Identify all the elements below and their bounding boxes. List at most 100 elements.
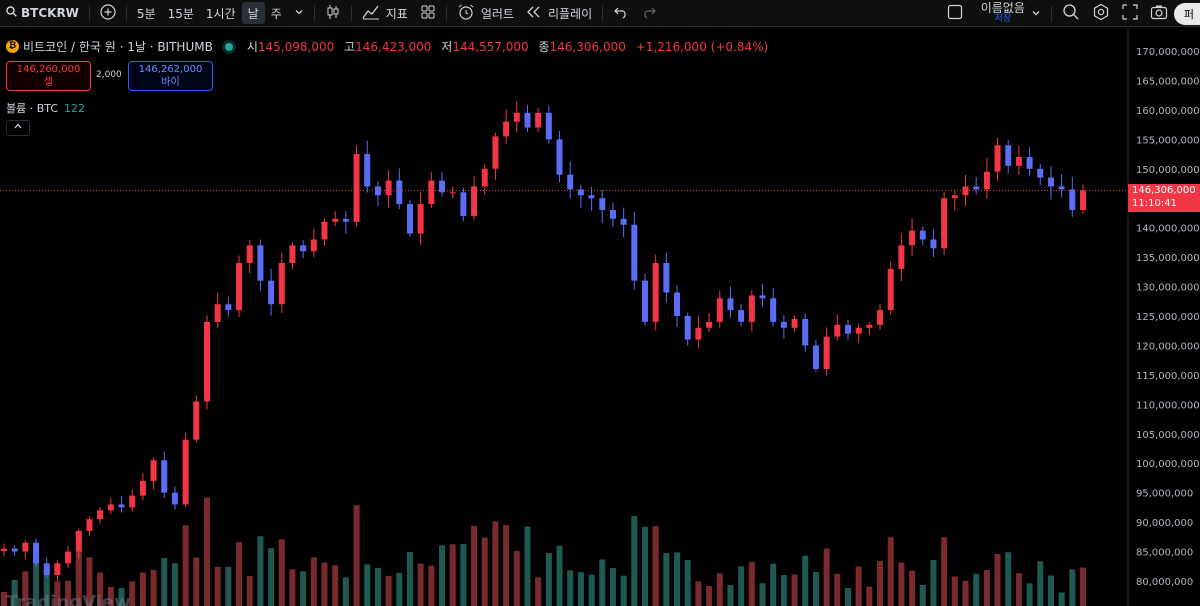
fullscreen-button[interactable] — [1116, 0, 1144, 27]
candle-body — [759, 295, 766, 299]
volume-bar — [75, 547, 82, 606]
buy-button[interactable]: 146,262,000 바이 — [128, 61, 213, 91]
candle-body — [289, 245, 296, 263]
volume-bar — [310, 557, 317, 606]
candle-body — [727, 298, 734, 311]
volume-bar — [524, 526, 531, 606]
collapse-legend-button[interactable] — [6, 120, 30, 136]
candle-body — [43, 563, 50, 576]
price-tick-label: 100,000,000 — [1136, 459, 1200, 470]
toolbar-right: 이름없음 저장 퍼 — [941, 0, 1200, 27]
interval-1d[interactable]: 날 — [241, 2, 265, 24]
volume-bar — [1, 591, 7, 606]
volume-bar — [449, 544, 456, 606]
candle-body — [193, 401, 200, 440]
interval-1w[interactable]: 주 — [270, 6, 282, 21]
volume-value: 122 — [64, 102, 86, 115]
spread-value: 2,000 — [96, 70, 122, 80]
candle-body — [75, 530, 82, 552]
volume-bar — [1080, 567, 1086, 606]
layout-name-button[interactable]: 이름없음 저장 — [969, 0, 1047, 27]
layout-button[interactable] — [941, 0, 969, 27]
volume-bar — [567, 570, 574, 606]
candle-body — [86, 519, 93, 531]
candle-body — [823, 336, 830, 369]
price-tick-label: 110,000,000 — [1136, 400, 1200, 411]
price-tick-label: 150,000,000 — [1136, 165, 1200, 176]
last-price-tag: 146,306,000 11:10:41 — [1128, 184, 1200, 212]
candle-body — [353, 154, 360, 222]
candle-body — [481, 168, 488, 187]
volume-label: 볼륨 · BTC — [6, 102, 59, 115]
price-chart[interactable]: 170,000,000 165,000,000 160,000,000 155,000… — [0, 28, 1200, 606]
candlestick-icon — [325, 4, 341, 23]
volume-bar — [278, 539, 285, 606]
volume-bar — [951, 576, 958, 606]
candle-body — [631, 224, 638, 281]
snapshot-button[interactable] — [1144, 0, 1174, 27]
volume-legend[interactable]: 볼륨 · BTC 122 — [6, 100, 85, 116]
candle-body — [428, 180, 435, 205]
candle-body — [332, 218, 339, 222]
candles — [1, 100, 1086, 581]
candle-body — [524, 112, 531, 128]
volume-bar — [406, 551, 413, 606]
candle-body — [246, 245, 253, 263]
candle-body — [738, 310, 745, 322]
sell-button[interactable]: 146,260,000 셀 — [6, 61, 91, 91]
indicators-button[interactable]: 지표 — [356, 0, 414, 27]
redo-button[interactable] — [635, 0, 663, 27]
legend-title[interactable]: 비트코인 / 한국 원 · 1날 · BITHUMB — [23, 40, 213, 54]
candle-body — [535, 112, 542, 128]
interval-5m[interactable]: 5분 — [136, 6, 156, 21]
compare-button[interactable] — [94, 0, 122, 27]
chart-type-button[interactable] — [319, 0, 347, 27]
candle-body — [150, 460, 157, 481]
quick-search-button[interactable] — [1056, 0, 1086, 27]
candle-body — [406, 204, 413, 234]
settings-button[interactable] — [1086, 0, 1116, 27]
publish-button[interactable]: 퍼 — [1173, 2, 1200, 25]
market-status-icon — [224, 42, 233, 51]
volume-bar — [439, 545, 446, 606]
divider — [602, 5, 604, 21]
volume-bar — [535, 577, 542, 606]
candle-body — [161, 460, 168, 493]
undo-button[interactable] — [607, 0, 635, 27]
candle-body — [577, 189, 584, 196]
low-value: 144,557,000 — [452, 40, 529, 54]
volume-bar — [257, 536, 264, 606]
candle-body — [342, 218, 349, 222]
alert-label: 얼러트 — [480, 6, 514, 21]
price-tick-label: 165,000,000 — [1136, 76, 1200, 87]
candle-body — [129, 495, 136, 508]
volume-bar — [855, 566, 862, 606]
divider — [313, 5, 315, 21]
interval-1h[interactable]: 1시간 — [205, 6, 236, 21]
replay-button[interactable]: 리플레이 — [520, 0, 598, 27]
alert-button[interactable]: 얼러트 — [451, 0, 520, 27]
volume-bar — [577, 572, 584, 606]
divider — [125, 5, 127, 21]
candle-body — [214, 304, 221, 322]
volume-bar — [22, 571, 29, 606]
sell-price: 146,260,000 — [16, 64, 81, 75]
volume-bar — [791, 574, 798, 606]
symbol-search[interactable]: BTCKRW — [0, 0, 85, 27]
volume-bar — [1047, 575, 1054, 606]
candle-body — [695, 327, 702, 340]
candle-body — [11, 548, 18, 552]
search-icon — [6, 6, 17, 20]
price-tick-label: 90,000,000 — [1136, 518, 1193, 529]
candle-body — [684, 316, 691, 340]
candle-body — [748, 295, 755, 322]
candle-body — [652, 263, 659, 322]
candle-body — [321, 221, 328, 240]
candle-body — [54, 563, 61, 576]
candle-body — [620, 218, 627, 225]
templates-button[interactable] — [414, 0, 442, 27]
interval-dropdown[interactable] — [288, 0, 310, 27]
candle-body — [951, 195, 958, 199]
interval-15m[interactable]: 15분 — [167, 6, 194, 21]
price-tick-label: 115,000,000 — [1136, 371, 1200, 382]
